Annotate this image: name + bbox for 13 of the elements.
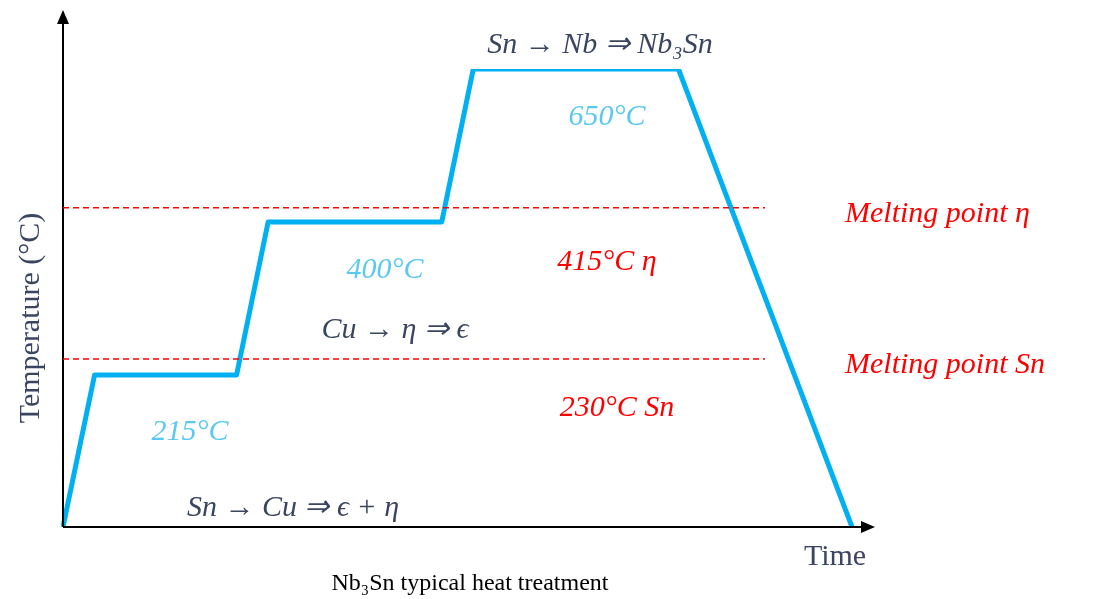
annotation: Sn → Cu ⇒ ϵ + η: [186, 488, 400, 522]
annotation: 215°C: [151, 412, 230, 446]
text: Nb₃Sn typical heat treatment: [331, 569, 609, 596]
annotation: 400°C: [346, 250, 425, 284]
annotation: 650°C: [568, 97, 647, 131]
annotation: 230°C Sn: [559, 388, 675, 422]
ref-line-label: Melting point Sn: [844, 345, 1045, 379]
text: Sn → Nb ⇒ Nb₃Sn: [487, 25, 713, 59]
ref-line-label: Melting point η: [844, 194, 1030, 228]
annotation: 415°C η: [557, 242, 657, 276]
y-axis-title: Temperature (°C): [11, 212, 46, 424]
x-axis-title: Time: [803, 537, 867, 571]
annotation: Cu → η ⇒ ϵ: [321, 310, 471, 344]
